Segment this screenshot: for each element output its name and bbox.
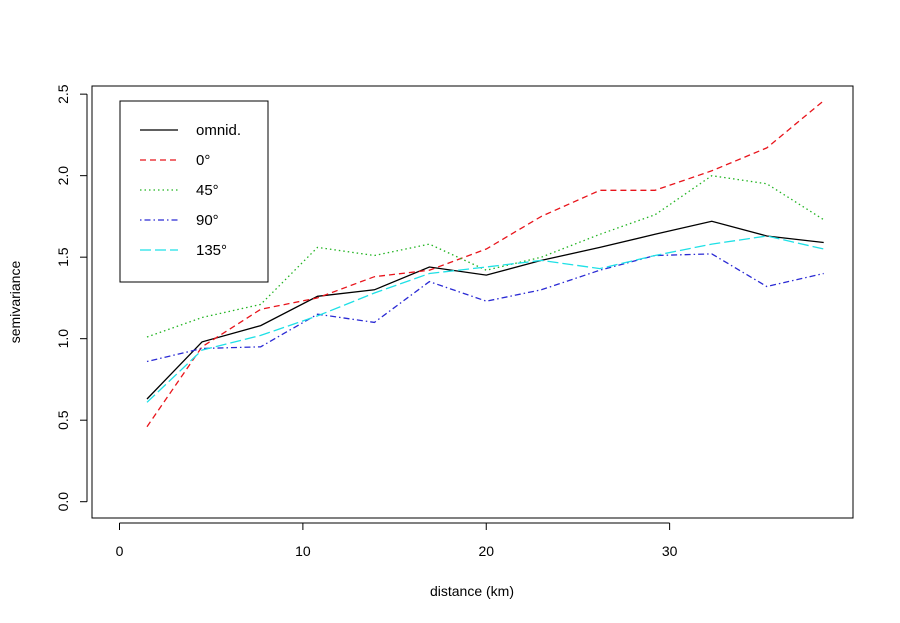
- legend-label: 135°: [196, 242, 227, 259]
- legend-box: [119, 100, 269, 283]
- y-tick-label: 2.0: [55, 166, 71, 186]
- series-line-0: [146, 100, 825, 428]
- legend-label: omnid.: [196, 122, 241, 139]
- plot-frame: [91, 85, 854, 519]
- series-line-135: [146, 235, 824, 403]
- y-tick-label: 2.5: [55, 84, 71, 104]
- legend-label: 90°: [196, 212, 219, 229]
- series-line-90: [146, 253, 824, 363]
- x-axis-label: distance (km): [430, 583, 514, 599]
- series-line-omnid: [146, 220, 824, 400]
- x-tick-label: 10: [295, 543, 311, 559]
- series-line-45: [146, 175, 825, 338]
- x-axis: 0 10 20 30: [116, 522, 678, 559]
- y-tick-label: 0.0: [55, 492, 71, 512]
- y-axis: 0.0 0.5 1.0 1.5 2.0 2.5: [55, 84, 88, 512]
- legend-label: 45°: [196, 182, 219, 199]
- x-tick-label: 20: [478, 543, 494, 559]
- y-axis-label: semivariance: [7, 261, 23, 344]
- x-tick-label: 30: [662, 543, 678, 559]
- y-tick-label: 1.5: [55, 247, 71, 267]
- x-tick-label: 0: [116, 543, 124, 559]
- series-layer: [146, 100, 825, 428]
- y-tick-label: 0.5: [55, 410, 71, 430]
- y-tick-label: 1.0: [55, 329, 71, 349]
- legend-label: 0°: [196, 152, 210, 169]
- legend: omnid. 0° 45° 90° 135°: [119, 100, 269, 283]
